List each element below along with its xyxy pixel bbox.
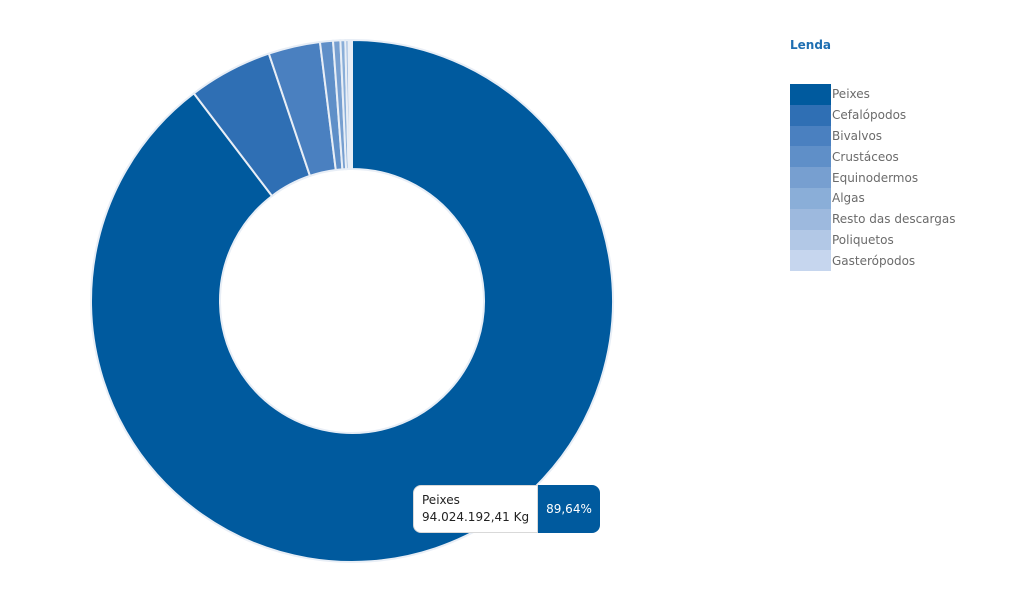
slice-peixes[interactable] [90, 38, 614, 563]
legend-label: Equinodermos [832, 170, 919, 185]
legend-swatch [790, 84, 831, 105]
legend-swatch [790, 125, 831, 147]
legend-swatch [790, 187, 831, 209]
legend-item[interactable]: Cefalópodos [790, 104, 955, 126]
legend: Lenda Peixes Cefalópodos Bivalvos Crustáceo… [790, 38, 956, 272]
legend-label: Poliquetos [832, 232, 894, 247]
legend-item[interactable]: Poliquetos [790, 229, 955, 251]
legend-swatch [790, 146, 831, 168]
legend-swatch [790, 104, 831, 126]
legend-swatch [790, 229, 831, 251]
legend-items: Peixes Cefalópodos Bivalvos Crustáceos Equin… [790, 84, 956, 272]
legend-item[interactable]: Algas [790, 187, 955, 209]
legend-label: Gasterópodos [832, 253, 916, 268]
legend-item[interactable]: Crustáceos [790, 146, 955, 168]
legend-label: Peixes [832, 87, 870, 102]
slice-gasterópodos[interactable] [349, 38, 353, 171]
legend-title: Lenda [790, 38, 832, 52]
legend-swatch [790, 250, 831, 272]
tooltip-label: Peixes [422, 493, 460, 507]
legend-label: Algas [832, 191, 865, 206]
tooltip-percent: 89,64% [538, 485, 600, 533]
tooltip: Peixes 94.024.192,41 Kg 89,64% [413, 485, 600, 533]
legend-swatch [790, 208, 831, 230]
legend-label: Cefalópodos [832, 108, 907, 123]
legend-item[interactable]: Peixes [790, 84, 955, 105]
legend-item[interactable]: Gasterópodos [790, 250, 955, 272]
legend-item[interactable]: Bivalvos [790, 125, 955, 147]
legend-swatch [790, 167, 831, 188]
tooltip-value: 94.024.192,41 Kg [422, 510, 530, 524]
legend-label: Crustáceos [832, 149, 899, 164]
legend-item[interactable]: Resto das descargas [790, 208, 956, 230]
legend-label: Bivalvos [832, 128, 883, 143]
legend-item[interactable]: Equinodermos [790, 167, 955, 188]
legend-label: Resto das descargas [832, 212, 956, 227]
tooltip-box: Peixes 94.024.192,41 Kg [413, 485, 539, 533]
